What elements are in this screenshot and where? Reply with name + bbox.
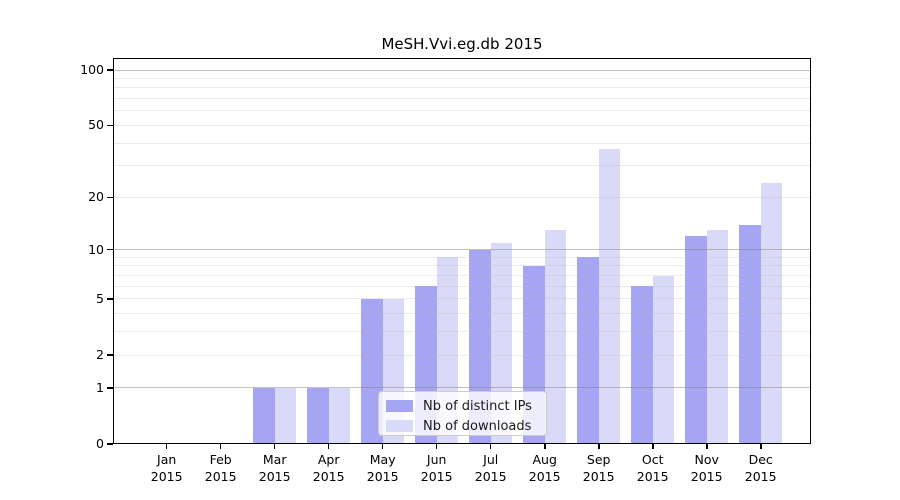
x-tick-mark-oct: [652, 443, 654, 449]
x-tick-label-feb: Feb 2015: [204, 452, 237, 484]
x-tick-mark-nov: [706, 443, 708, 449]
y-tick-mark-50: [107, 124, 113, 127]
gridline-30: [113, 165, 811, 167]
gridline-6: [113, 285, 811, 287]
y-tick-label-1: 1: [96, 379, 104, 395]
gridline-40: [113, 142, 811, 144]
x-tick-mark-jun: [435, 443, 438, 449]
bar-downloads-nov: [706, 230, 729, 444]
x-tick-label-apr: Apr 2015: [312, 452, 345, 484]
y-tick-mark-0: [107, 443, 113, 445]
bar-downloads-aug: [544, 230, 567, 444]
y-tick-mark-5: [107, 298, 113, 300]
bar-distinct-ips-sep: [577, 257, 599, 444]
x-tick-label-nov: Nov 2015: [690, 452, 723, 484]
gridline-70: [113, 98, 811, 100]
grid-layer: [113, 58, 811, 444]
x-tick-mark-apr: [327, 443, 330, 449]
x-tick-label-sep: Sep 2015: [582, 452, 615, 484]
bar-distinct-ips-apr: [307, 387, 329, 444]
gridline-50: [113, 124, 811, 126]
bar-distinct-ips-oct: [631, 286, 653, 444]
y-tick-mark-10: [107, 248, 113, 251]
bar-downloads-apr: [328, 387, 351, 444]
x-tick-mark-dec: [760, 443, 762, 449]
y-tick-label-0: 0: [96, 436, 104, 451]
x-tick-label-aug: Aug 2015: [528, 452, 561, 484]
gridline-20: [113, 196, 811, 198]
legend-entry-downloads: Nb of downloads: [386, 418, 538, 434]
bar-distinct-ips-dec: [739, 224, 761, 444]
legend-label-downloads: Nb of downloads: [423, 418, 532, 434]
gridline-4: [113, 313, 811, 315]
y-tick-label-20: 20: [88, 189, 104, 205]
x-tick-label-jan: Jan 2015: [150, 452, 183, 484]
gridline-1: [113, 387, 811, 389]
bar-downloads-dec: [760, 183, 783, 444]
y-tick-label-5: 5: [96, 290, 104, 306]
x-tick-label-jun: Jun 2015: [420, 452, 453, 484]
x-tick-mark-jul: [489, 443, 492, 449]
x-tick-mark-jan: [165, 443, 168, 449]
legend-swatch-downloads-icon: [386, 420, 413, 432]
y-tick-mark-100: [107, 69, 113, 71]
y-tick-mark-1: [107, 387, 113, 389]
gridline-5: [113, 298, 811, 300]
gridline-100: [113, 69, 811, 71]
gridline-3: [113, 331, 811, 333]
x-tick-mark-mar: [273, 443, 276, 449]
x-tick-mark-sep: [598, 443, 600, 449]
gridline-9: [113, 256, 811, 258]
x-tick-mark-may: [381, 443, 384, 449]
legend-label-distinct-ips: Nb of distinct IPs: [423, 398, 532, 414]
legend: Nb of distinct IPs Nb of downloads: [378, 391, 547, 436]
x-tick-label-dec: Dec 2015: [744, 452, 777, 484]
legend-entry-distinct-ips: Nb of distinct IPs: [386, 398, 538, 414]
bar-distinct-ips-nov: [685, 236, 707, 444]
x-tick-mark-aug: [544, 443, 546, 449]
legend-swatch-distinct-ips-icon: [386, 400, 413, 412]
bar-downloads-oct: [652, 275, 675, 444]
y-tick-label-100: 100: [80, 62, 104, 77]
x-tick-label-mar: Mar 2015: [258, 452, 291, 484]
gridline-10: [113, 249, 811, 251]
y-tick-label-50: 50: [88, 117, 104, 133]
gridline-90: [113, 77, 811, 79]
gridline-60: [113, 110, 811, 112]
gridline-8: [113, 265, 811, 267]
bar-distinct-ips-may: [361, 298, 383, 444]
bar-distinct-ips-mar: [253, 387, 275, 444]
x-tick-mark-feb: [219, 443, 222, 449]
y-tick-label-10: 10: [88, 241, 104, 257]
gridline-80: [113, 87, 811, 89]
chart-title: MeSH.Vvi.eg.db 2015: [381, 35, 543, 53]
bar-downloads-sep: [598, 149, 621, 444]
y-tick-label-2: 2: [96, 347, 104, 362]
x-tick-label-jul: Jul 2015: [474, 452, 507, 484]
x-tick-label-oct: Oct 2015: [636, 452, 669, 484]
plot-area: [113, 58, 811, 444]
gridline-7: [113, 275, 811, 276]
y-tick-mark-2: [107, 354, 113, 356]
gridline-2: [113, 354, 811, 356]
x-tick-label-may: May 2015: [366, 452, 399, 484]
bar-downloads-mar: [274, 387, 297, 444]
y-tick-mark-20: [107, 196, 113, 198]
